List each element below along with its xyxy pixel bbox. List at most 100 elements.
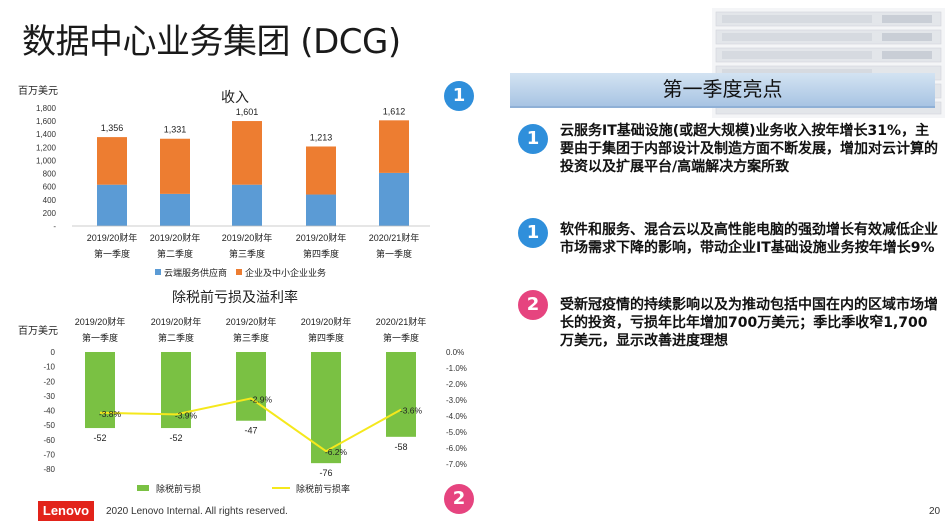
pretax-margin-line <box>99 397 402 453</box>
highlight-badge-1: 1 <box>518 124 548 154</box>
revenue-ytick: 1,800 <box>36 104 57 113</box>
revenue-bar-cloud <box>306 194 336 226</box>
lenovo-logo: Lenovo <box>38 501 94 521</box>
pretax-line-label: -2.9% <box>250 394 273 404</box>
pretax-legend-bar: 除税前亏损 <box>156 483 201 494</box>
revenue-xtick-quarter: 第一季度 <box>376 248 412 259</box>
slide-title: 数据中心业务集团 (DCG) <box>22 22 401 62</box>
revenue-ytick: 600 <box>43 183 57 192</box>
pretax-bar-label: -52 <box>93 433 106 443</box>
revenue-bar-cloud <box>97 184 127 226</box>
pretax-ytick-right: -7.0% <box>446 460 467 469</box>
revenue-ytick: 1,400 <box>36 130 57 139</box>
pretax-unit-label: 百万美元 <box>18 324 58 337</box>
revenue-total-label: 1,356 <box>101 123 124 133</box>
pretax-chart-title: 除税前亏损及溢利率 <box>172 289 298 305</box>
highlight-badge-2: 1 <box>518 218 548 248</box>
revenue-ytick: 1,200 <box>36 143 57 152</box>
pretax-xtick-year: 2019/20财年 <box>75 316 126 327</box>
pretax-bar <box>85 352 115 429</box>
pretax-ytick-right: 0.0% <box>446 348 464 357</box>
pretax-ytick-left: -30 <box>43 392 55 401</box>
revenue-legend-swatch-cloud <box>155 269 161 275</box>
pretax-bar <box>236 352 266 421</box>
revenue-xtick-year: 2019/20财年 <box>222 232 273 243</box>
revenue-bar-enterprise <box>160 138 190 194</box>
revenue-ytick: - <box>53 222 56 231</box>
highlight-text-3: 受新冠疫情的持续影响以及为推动包括中国在内的区域市场增长的投资，亏损年比年增加7… <box>560 297 938 349</box>
revenue-total-label: 1,601 <box>236 107 259 117</box>
revenue-xtick-year: 2019/20财年 <box>296 232 347 243</box>
revenue-legend-cloud: 云端服务供应商 <box>164 267 227 278</box>
pretax-bar-label: -52 <box>169 433 182 443</box>
pretax-ytick-right: -2.0% <box>446 380 467 389</box>
pretax-ytick-left: -20 <box>43 377 55 386</box>
revenue-bar-enterprise <box>232 121 262 185</box>
pretax-xtick-year: 2019/20财年 <box>226 316 277 327</box>
highlight-text-2: 软件和服务、混合云以及高性能电脑的强劲增长有效减低企业市场需求下降的影响，带动企… <box>560 222 938 256</box>
revenue-xtick-quarter: 第二季度 <box>157 248 193 259</box>
pretax-ytick-left: 0 <box>51 348 56 357</box>
revenue-chart: 百万美元 收入 1,800 1,600 1,400 1,200 1,000 800 600 400… <box>18 84 430 278</box>
pretax-xtick-year: 2020/21财年 <box>376 316 427 327</box>
revenue-ytick: 200 <box>43 209 57 218</box>
revenue-ytick: 400 <box>43 196 57 205</box>
revenue-chart-title: 收入 <box>221 89 249 105</box>
revenue-bar-cloud <box>379 172 409 226</box>
highlights-heading: 第一季度亮点 <box>510 73 935 108</box>
revenue-ytick: 800 <box>43 170 57 179</box>
revenue-xtick-year: 2020/21财年 <box>369 232 420 243</box>
revenue-bar-cloud <box>160 193 190 226</box>
pretax-bar-label: -76 <box>319 468 332 478</box>
pretax-bar-label: -47 <box>244 426 257 436</box>
pretax-legend-line: 除税前亏损率 <box>296 483 350 494</box>
revenue-xtick-quarter: 第四季度 <box>303 248 339 259</box>
revenue-ytick: 1,000 <box>36 156 57 165</box>
revenue-unit-label: 百万美元 <box>18 84 58 97</box>
revenue-ytick: 1,600 <box>36 117 57 126</box>
pretax-xtick-quarter: 第一季度 <box>383 332 419 343</box>
revenue-badge: 1 <box>444 81 474 111</box>
pretax-ytick-right: -5.0% <box>446 428 467 437</box>
pretax-ytick-right: -1.0% <box>446 364 467 373</box>
page-number: 20 <box>929 506 941 517</box>
pretax-ytick-left: -40 <box>43 407 55 416</box>
pretax-ytick-right: -6.0% <box>446 444 467 453</box>
revenue-total-label: 1,213 <box>310 132 333 142</box>
revenue-bar-enterprise <box>97 137 127 185</box>
revenue-legend-enterprise: 企业及中小企业业务 <box>245 267 326 278</box>
pretax-line-label: -6.2% <box>325 447 348 457</box>
pretax-xtick-year: 2019/20财年 <box>151 316 202 327</box>
revenue-bar-enterprise <box>379 120 409 173</box>
pretax-xtick-quarter: 第四季度 <box>308 332 344 343</box>
pretax-xtick-quarter: 第一季度 <box>82 332 118 343</box>
revenue-xtick-year: 2019/20财年 <box>87 232 138 243</box>
revenue-legend-swatch-enterprise <box>236 269 242 275</box>
pretax-line-label: -3.6% <box>400 406 423 416</box>
pretax-line-label: -3.9% <box>175 410 198 420</box>
pretax-legend-swatch-bar <box>137 485 149 491</box>
pretax-xtick-quarter: 第三季度 <box>233 332 269 343</box>
revenue-xtick-quarter: 第一季度 <box>94 248 130 259</box>
pretax-ytick-left: -60 <box>43 436 55 445</box>
revenue-xtick-year: 2019/20财年 <box>150 232 201 243</box>
pretax-ytick-left: -80 <box>43 465 55 474</box>
pretax-xtick-quarter: 第二季度 <box>158 332 194 343</box>
revenue-bar-enterprise <box>306 146 336 195</box>
footer-copyright: 2020 Lenovo Internal. All rights reserve… <box>106 506 288 517</box>
pretax-ytick-right: -3.0% <box>446 396 467 405</box>
highlight-text-1: 云服务IT基础设施(或超大规模)业务收入按年增长31%，主要由于集团于内部设计及… <box>560 123 938 175</box>
pretax-bar-label: -58 <box>394 442 407 452</box>
pretax-ytick-left: -10 <box>43 363 55 372</box>
pretax-badge: 2 <box>444 484 474 514</box>
revenue-total-label: 1,612 <box>383 106 406 116</box>
highlight-badge-3: 2 <box>518 290 548 320</box>
pretax-line-label: -3.8% <box>99 409 122 419</box>
pretax-bar <box>386 352 416 437</box>
pretax-xtick-year: 2019/20财年 <box>301 316 352 327</box>
pretax-ytick-left: -70 <box>43 450 55 459</box>
revenue-xtick-quarter: 第三季度 <box>229 248 265 259</box>
pretax-ytick-right: -4.0% <box>446 412 467 421</box>
revenue-bar-cloud <box>232 184 262 226</box>
